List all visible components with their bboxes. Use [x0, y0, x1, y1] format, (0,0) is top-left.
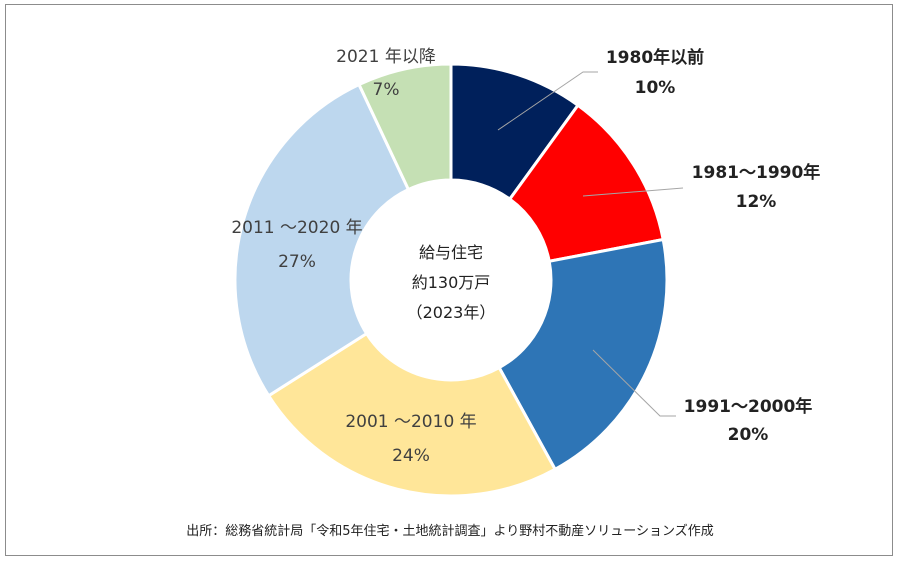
- slice-value-label: 20%: [728, 425, 769, 445]
- slice-category-label: 1981～1990年: [692, 162, 821, 183]
- leader-line-1: [497, 71, 598, 131]
- slice-category-label: 2001 ～2010 年: [345, 412, 476, 432]
- slice-value-label: 10%: [635, 78, 676, 98]
- slice-value-label: 24%: [392, 446, 430, 466]
- source-note: 出所：総務省統計局「令和5年住宅・土地統計調査」より野村不動産ソリューションズ作…: [186, 524, 714, 539]
- slice-category-label: 1991～2000年: [684, 396, 813, 417]
- leader-lines: [497, 71, 684, 417]
- slice-category-label: 2021 年以降: [336, 47, 436, 67]
- slice-value-label: 7%: [373, 80, 400, 100]
- center-line-2: 約130万戸: [412, 273, 491, 292]
- slice-category-label: 2011 ～2020 年: [231, 218, 362, 238]
- slice-value-label: 12%: [736, 192, 777, 212]
- slice-category-label: 1980年以前: [606, 47, 704, 68]
- donut-slices: [233, 62, 669, 498]
- slice-labels: 1980年以前 10% 1981～1990年 12% 1991～2000年 20% 2001…: [231, 47, 820, 466]
- leader-line-2: [582, 187, 684, 197]
- center-line-1: 給与住宅: [419, 243, 483, 262]
- center-line-3: （2023年）: [407, 303, 496, 322]
- center-label: 給与住宅 約130万戸 （2023年）: [407, 243, 496, 322]
- donut-hole: [351, 180, 551, 380]
- leader-line-3: [592, 349, 676, 417]
- slice-value-label: 27%: [278, 252, 316, 272]
